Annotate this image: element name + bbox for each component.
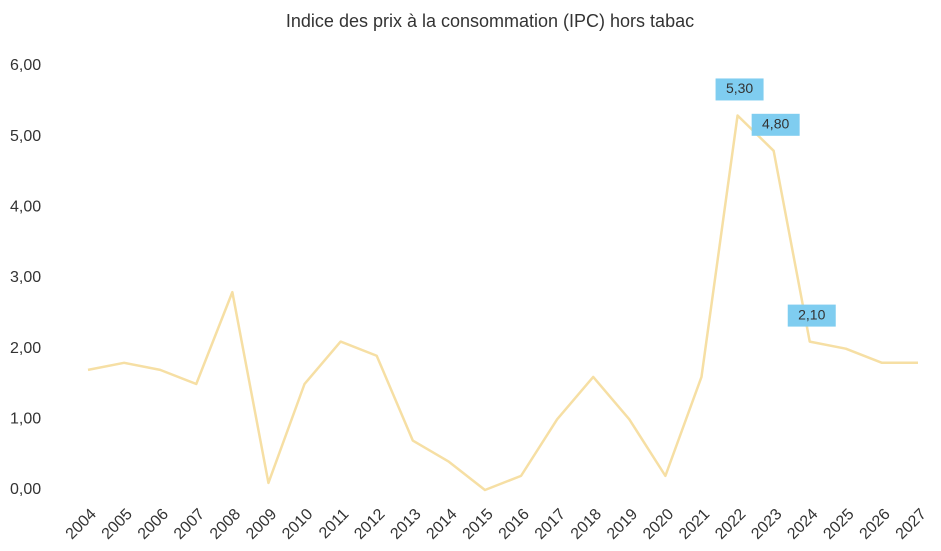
x-tick-label: 2008	[207, 506, 244, 543]
x-tick-label: 2016	[496, 506, 533, 543]
value-label: 2,10	[798, 306, 825, 322]
x-tick-label: 2010	[279, 506, 316, 543]
x-tick-label: 2009	[243, 506, 280, 543]
y-tick-label: 3,00	[10, 269, 41, 286]
value-label-bg	[751, 113, 800, 136]
x-tick-label: 2022	[712, 506, 749, 543]
y-tick-label: 5,00	[10, 128, 41, 145]
x-tick-label: 2017	[532, 506, 569, 543]
y-tick-label: 2,00	[10, 340, 41, 357]
value-label: 4,80	[762, 116, 789, 132]
x-tick-label: 2007	[171, 506, 208, 543]
x-tick-label: 2004	[63, 506, 100, 543]
x-tick-label: 2025	[820, 506, 857, 543]
value-label-bg	[787, 304, 836, 327]
x-tick-label: 2006	[135, 506, 172, 543]
y-tick-label: 4,00	[10, 199, 41, 216]
y-tick-label: 0,00	[10, 481, 41, 498]
x-tick-label: 2024	[784, 506, 821, 543]
value-label-bg	[715, 78, 764, 101]
x-tick-label: 2019	[604, 506, 641, 543]
x-tick-label: 2014	[423, 506, 460, 543]
x-tick-label: 2013	[387, 506, 424, 543]
y-tick-label: 1,00	[10, 411, 41, 428]
y-tick-label: 6,00	[10, 57, 41, 74]
x-tick-label: 2005	[99, 506, 136, 543]
x-tick-label: 2018	[568, 506, 605, 543]
x-tick-label: 2027	[893, 506, 930, 543]
x-tick-label: 2023	[748, 506, 785, 543]
x-tick-label: 2015	[460, 506, 497, 543]
value-label: 5,30	[726, 80, 753, 96]
chart-title: Indice des prix à la consommation (IPC) …	[286, 11, 694, 31]
x-tick-label: 2012	[351, 506, 388, 543]
line	[87, 114, 918, 492]
x-tick-label: 2026	[857, 506, 894, 543]
x-tick-label: 2021	[676, 506, 713, 543]
x-tick-label: 2011	[316, 506, 352, 542]
x-tick-label: 2020	[640, 506, 677, 543]
